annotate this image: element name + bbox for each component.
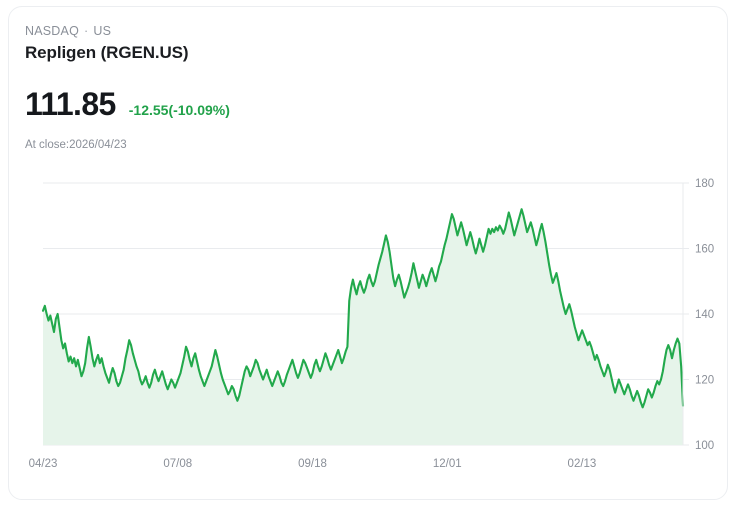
y-axis-label: 140 [695,309,714,321]
x-axis-label: 12/01 [433,458,462,470]
last-price: 111.85 [25,86,116,122]
stock-quote-card: NASDAQ · US Repligen (RGEN.US) 111.85 -12.… [8,6,728,500]
price-row: 111.85 -12.55(-10.09%) [25,85,230,123]
exchange-row: NASDAQ · US [25,23,625,39]
price-area-fill [43,209,683,445]
price-change: -12.55(-10.09%) [128,102,230,118]
market-status-note: At close:2026/04/23 [25,139,127,151]
quote-header: NASDAQ · US Repligen (RGEN.US) [25,23,625,65]
price-chart-svg: 100 120 140 160 180 04/23 07/08 09/18 12/01 02/1… [29,178,715,470]
x-axis-labels: 04/23 07/08 09/18 12/01 02/13 [29,458,597,470]
x-axis-label: 09/18 [298,458,327,470]
price-chart[interactable]: 100 120 140 160 180 04/23 07/08 09/18 12/01 02/1… [9,159,729,489]
x-axis-label: 02/13 [568,458,597,470]
y-axis-label: 120 [695,375,714,387]
y-axis-labels: 100 120 140 160 180 [695,178,714,452]
y-axis-label: 180 [695,178,714,190]
y-axis-ticks [683,182,689,446]
y-axis-label: 100 [695,440,714,452]
exchange-name: NASDAQ [25,24,79,38]
separator-dot: · [84,24,89,38]
price-line [41,208,685,409]
region-label: US [93,24,112,38]
x-axis-label: 07/08 [163,458,192,470]
y-axis-label: 160 [695,244,714,256]
x-axis-label: 04/23 [29,458,58,470]
page-title: Repligen (RGEN.US) [25,43,189,62]
